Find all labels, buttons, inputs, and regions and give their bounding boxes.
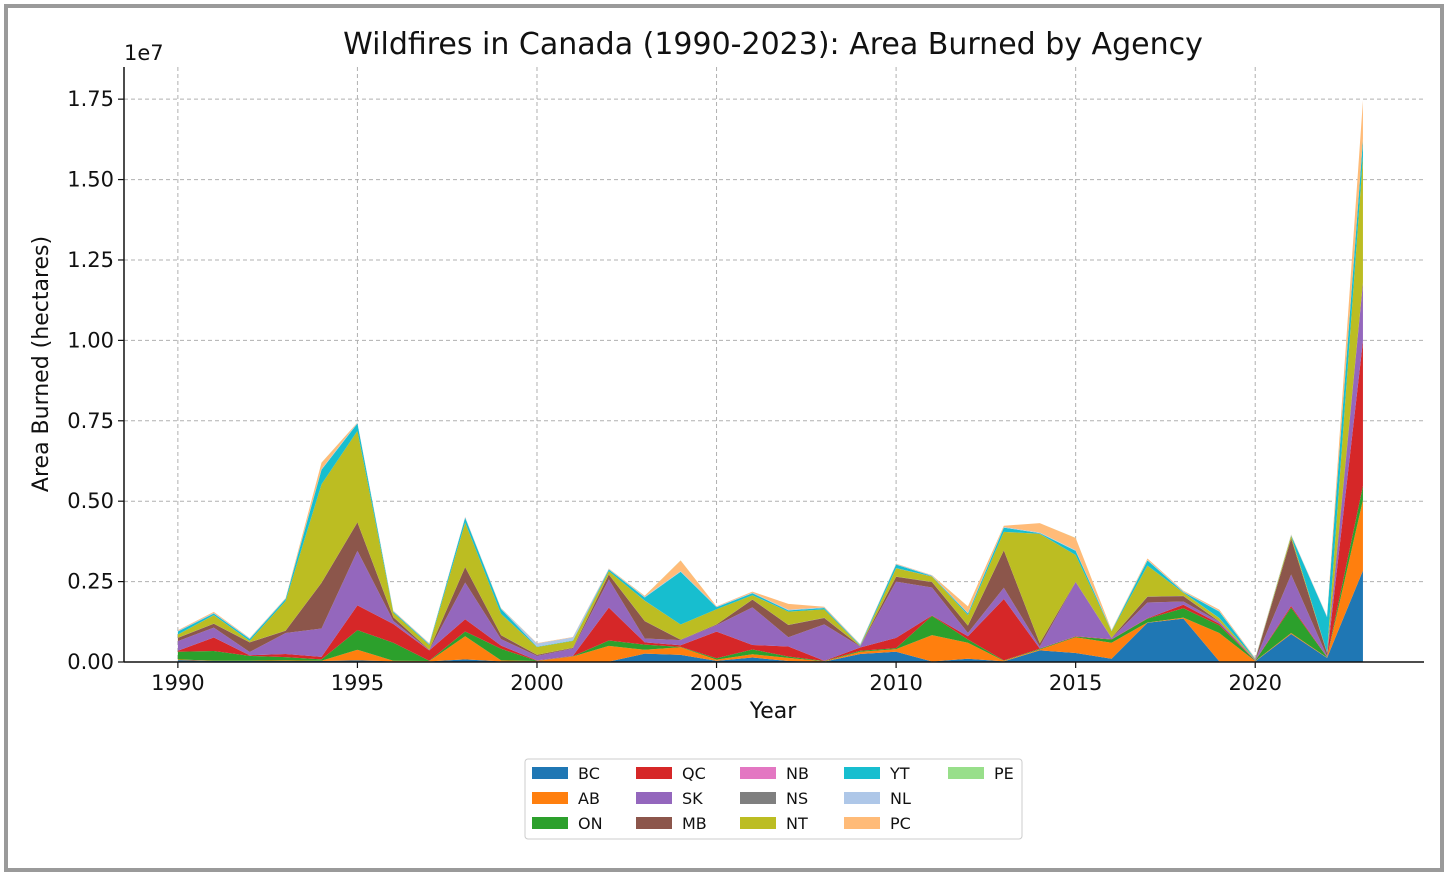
x-tick-label-1995: 1995	[331, 671, 384, 695]
x-axis-ticks: 1990 1995 2000 2005 2010 2015 2020	[151, 662, 1282, 695]
legend-item-ab: AB	[532, 789, 600, 808]
x-tick-label-2020: 2020	[1228, 671, 1281, 695]
legend-label-ns: NS	[786, 789, 808, 808]
legend-item-pc: PC	[844, 814, 911, 833]
y-tick-label-0.50: 0.50	[67, 489, 114, 513]
legend-label-nb: NB	[786, 764, 809, 783]
grid	[124, 67, 1424, 663]
y-scale-label: 1e7	[124, 41, 164, 65]
axes	[123, 67, 1424, 663]
y-tick-label-0.75: 0.75	[67, 409, 114, 433]
legend-label-on: ON	[578, 814, 603, 833]
x-tick-label-2010: 2010	[869, 671, 922, 695]
legend-item-on: ON	[532, 814, 603, 833]
legend-item-bc: BC	[532, 764, 600, 783]
chart-title: Wildfires in Canada (1990-2023): Area Bu…	[343, 27, 1203, 62]
legend-swatch-pc	[844, 817, 880, 829]
legend-label-yt: YT	[889, 764, 910, 783]
legend-item-yt: YT	[844, 764, 910, 783]
legend-swatch-bc	[532, 767, 568, 779]
legend-swatch-pe	[948, 767, 984, 779]
y-tick-label-1.25: 1.25	[67, 248, 114, 272]
legend-swatch-nt	[740, 817, 776, 829]
y-tick-label-1.00: 1.00	[67, 328, 114, 352]
legend-label-ab: AB	[578, 789, 600, 808]
area-series-mb	[177, 282, 1363, 661]
legend-swatch-ns	[740, 792, 776, 804]
legend: BC AB ON QC SK MB NB NS NT YT NL PC PE	[524, 758, 1023, 840]
legend-swatch-mb	[636, 817, 672, 829]
legend-item-pe: PE	[948, 764, 1014, 783]
legend-label-qc: QC	[682, 764, 706, 783]
area-series-nt	[177, 156, 1363, 660]
y-tick-label-1.75: 1.75	[67, 87, 114, 111]
legend-swatch-on	[532, 817, 568, 829]
legend-label-pe: PE	[994, 764, 1014, 783]
figure-frame	[4, 4, 1444, 872]
y-axis-label: Area Burned (hectares)	[29, 236, 54, 492]
legend-swatch-ab	[532, 792, 568, 804]
legend-label-sk: SK	[682, 789, 703, 808]
legend-swatch-yt	[844, 767, 880, 779]
x-tick-label-2015: 2015	[1049, 671, 1102, 695]
legend-swatch-nb	[740, 767, 776, 779]
legend-swatch-qc	[636, 767, 672, 779]
legend-label-bc: BC	[578, 764, 600, 783]
legend-swatch-sk	[636, 792, 672, 804]
y-tick-label-1.50: 1.50	[67, 168, 114, 192]
legend-label-pc: PC	[890, 814, 911, 833]
legend-label-mb: MB	[682, 814, 707, 833]
y-axis-ticks: 0.00 0.25 0.50 0.75 1.00 1.25 1.50 1.75	[67, 87, 124, 674]
y-tick-label-0.25: 0.25	[67, 570, 114, 594]
legend-item-nb: NB	[740, 764, 809, 783]
legend-item-mb: MB	[636, 814, 707, 833]
legend-item-nl: NL	[844, 789, 911, 808]
legend-swatch-nl	[844, 792, 880, 804]
x-tick-label-1990: 1990	[151, 671, 204, 695]
x-tick-label-2005: 2005	[690, 671, 743, 695]
x-axis-label: Year	[749, 699, 798, 724]
x-tick-label-2000: 2000	[510, 671, 563, 695]
legend-item-ns: NS	[740, 789, 808, 808]
legend-label-nt: NT	[786, 814, 808, 833]
legend-item-nt: NT	[740, 814, 808, 833]
stacked-areas	[177, 100, 1363, 662]
legend-item-sk: SK	[636, 789, 703, 808]
legend-label-nl: NL	[890, 789, 911, 808]
legend-item-qc: QC	[636, 764, 706, 783]
y-tick-label-0.00: 0.00	[67, 650, 114, 674]
